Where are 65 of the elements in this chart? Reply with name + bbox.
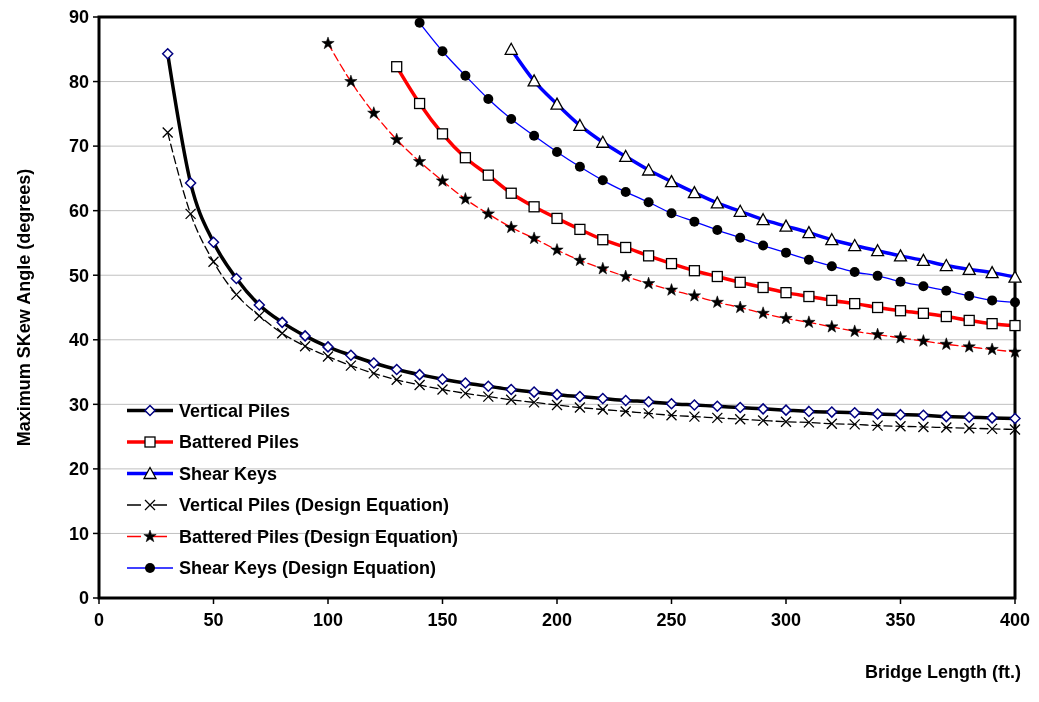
point (368, 367, 380, 379)
point (505, 394, 517, 406)
x-axis-title: Bridge Length (ft.) (865, 662, 1021, 682)
point (871, 419, 884, 432)
y-tick-label: 80 (68, 71, 89, 92)
point (986, 423, 998, 435)
y-tick-label: 30 (68, 394, 89, 415)
point (780, 416, 792, 428)
y-axis-title: Maximum SKew Angle (degrees) (14, 168, 34, 447)
x-tick-label: 250 (656, 610, 687, 630)
point (230, 288, 243, 301)
legend-label: Shear Keys (179, 463, 278, 484)
point (391, 374, 403, 386)
y-tick-label: 70 (68, 136, 89, 157)
legend-label: Vertical Piles (Design Equation) (179, 495, 450, 516)
point (757, 414, 769, 427)
point (620, 405, 632, 418)
x-tick-label: 200 (541, 610, 573, 630)
point (253, 310, 265, 322)
point (665, 409, 678, 421)
point (345, 359, 357, 372)
point (299, 340, 311, 352)
legend-label: Vertical Piles (179, 400, 291, 421)
legend-label: Battered Piles (Design Equation) (179, 526, 459, 547)
point (894, 420, 907, 432)
point (688, 410, 701, 423)
point (528, 396, 540, 409)
point (413, 379, 426, 391)
point (184, 208, 197, 220)
y-tick-label: 50 (68, 265, 89, 286)
point (826, 418, 838, 430)
point (597, 403, 609, 416)
point (436, 383, 449, 396)
point (482, 390, 494, 403)
point (711, 412, 723, 424)
x-tick-label: 50 (203, 610, 224, 630)
x-tick-label: 0 (93, 610, 105, 630)
point (734, 413, 746, 425)
x-tick-label: 100 (312, 610, 344, 630)
point (574, 401, 586, 414)
point (803, 416, 815, 429)
legend-label: Battered Piles (179, 432, 300, 453)
point (207, 256, 220, 268)
y-tick-label: 10 (68, 523, 89, 544)
x-tick-label: 350 (885, 610, 916, 630)
point (917, 421, 930, 433)
y-tick-label: 40 (68, 330, 89, 351)
legend-label: Shear Keys (Design Equation) (179, 558, 437, 579)
point (940, 421, 952, 434)
x-tick-label: 150 (427, 610, 458, 630)
point (1009, 423, 1021, 436)
point (276, 327, 288, 339)
y-tick-label: 90 (68, 7, 89, 28)
point (551, 399, 563, 411)
point (963, 422, 975, 434)
x-tick-label: 300 (770, 610, 802, 630)
point (459, 387, 472, 400)
y-tick-label: 20 (68, 459, 89, 480)
x-tick-label: 400 (999, 610, 1031, 630)
point (642, 407, 655, 420)
point (162, 126, 174, 139)
point (322, 350, 334, 363)
y-tick-label: 0 (78, 588, 89, 609)
y-tick-label: 60 (68, 200, 89, 221)
point (849, 418, 861, 430)
